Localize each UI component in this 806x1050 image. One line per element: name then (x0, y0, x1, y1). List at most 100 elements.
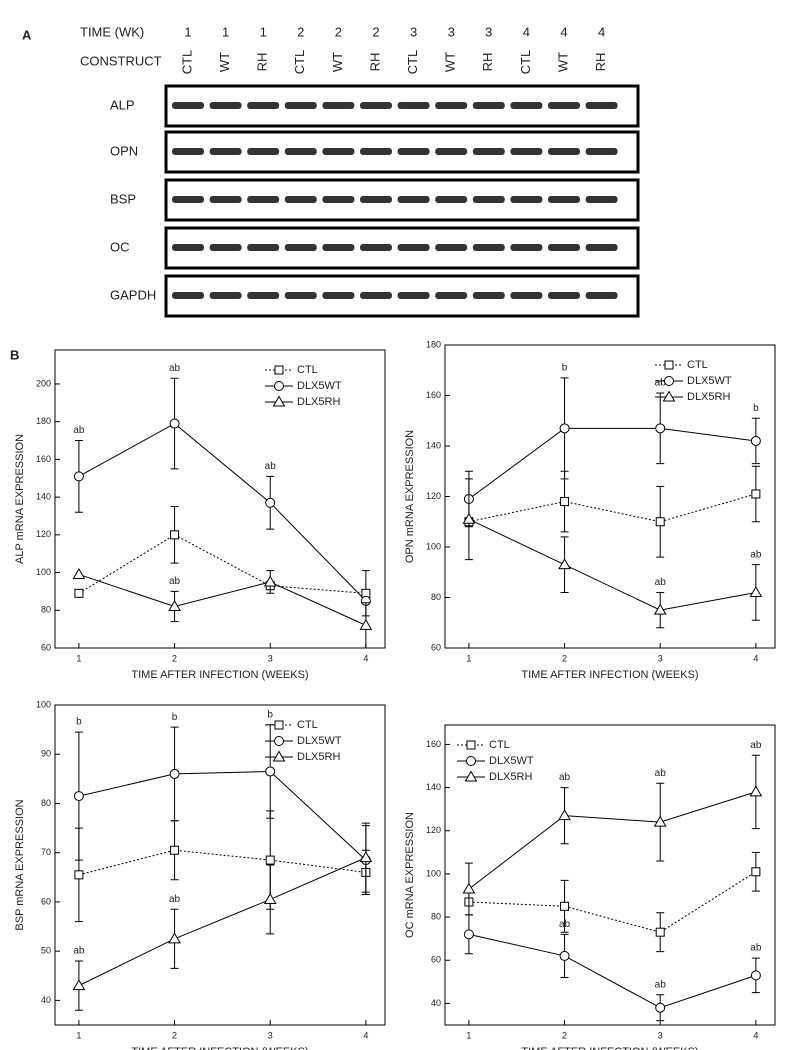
blot-band (397, 102, 430, 109)
y-tick-label: 120 (426, 825, 441, 835)
legend-marker (272, 395, 286, 407)
y-axis-label: OC mRNA EXPRESSION (404, 812, 416, 938)
series-line (78, 422, 367, 602)
blot-band (435, 292, 468, 299)
legend-marker (466, 756, 476, 766)
y-tick-label: 160 (426, 390, 441, 400)
legend-label: DLX5RH (489, 771, 532, 783)
construct-value: RH (480, 53, 495, 72)
legend-label: CTL (687, 359, 708, 371)
annotation: ab (169, 576, 181, 587)
y-tick-label: 80 (41, 605, 51, 615)
legend-label: DLX5WT (297, 380, 342, 392)
blot-band (510, 244, 543, 251)
blot-band (397, 148, 430, 155)
annotation: b (753, 403, 759, 414)
marker (655, 1002, 666, 1013)
legend-label: CTL (297, 364, 318, 376)
marker (558, 809, 571, 821)
blot-band (510, 292, 543, 299)
y-tick-label: 180 (36, 416, 51, 426)
annotation: ab (73, 425, 85, 436)
marker (359, 851, 373, 863)
y-tick-label: 120 (36, 529, 51, 539)
blot-band (209, 148, 242, 155)
marker (73, 791, 84, 802)
blot-band (209, 102, 242, 109)
construct-value: WT (330, 52, 345, 72)
legend-marker (664, 360, 674, 370)
blot-band (284, 244, 317, 251)
marker (74, 870, 84, 880)
marker (168, 600, 181, 612)
time-value: 1 (260, 24, 267, 39)
blot-band (435, 244, 468, 251)
marker (751, 489, 761, 499)
marker (559, 423, 570, 434)
legend-marker (274, 365, 284, 375)
marker (170, 845, 180, 855)
blot-band (172, 292, 204, 299)
marker (74, 588, 84, 598)
marker (169, 418, 180, 429)
blot-band (397, 292, 430, 299)
y-tick-label: 160 (426, 739, 441, 749)
annotation: ab (169, 363, 181, 374)
blot-band (472, 244, 505, 251)
blot-band (472, 148, 505, 155)
marker (653, 603, 667, 615)
y-tick-label: 80 (41, 798, 51, 808)
legend-label: DLX5RH (297, 396, 340, 408)
x-tick-label: 2 (562, 1030, 567, 1040)
y-tick-label: 90 (41, 749, 51, 759)
blot-band (247, 148, 280, 155)
blot-band (172, 148, 204, 155)
series-line (468, 427, 756, 500)
x-tick-label: 2 (172, 653, 177, 663)
y-tick-label: 100 (36, 699, 51, 709)
blot-band (585, 196, 618, 203)
marker (168, 932, 181, 944)
blot-band (510, 148, 543, 155)
y-tick-label: 60 (431, 642, 441, 652)
marker (265, 855, 275, 865)
plot-frame (54, 704, 386, 1026)
blot-band (548, 292, 580, 299)
annotation: ab (265, 461, 277, 472)
legend-label: DLX5WT (297, 735, 342, 747)
x-tick-label: 1 (76, 653, 81, 663)
x-tick-label: 4 (753, 653, 758, 663)
blot-band (548, 244, 580, 251)
annotation: ab (169, 894, 181, 905)
x-axis-label: TIME AFTER INFECTION (WEEKS) (521, 669, 698, 681)
blot-band (435, 196, 468, 203)
gene-label: ALP (110, 97, 135, 112)
marker (558, 558, 571, 570)
marker (463, 929, 474, 940)
y-tick-label: 120 (426, 491, 441, 501)
legend-marker (662, 390, 676, 402)
y-tick-label: 140 (426, 440, 441, 450)
legend-label: CTL (297, 719, 318, 731)
annotation: b (562, 362, 568, 373)
blot-band (322, 102, 355, 109)
construct-value: RH (255, 53, 270, 72)
legend-label: DLX5RH (297, 751, 340, 763)
marker (169, 768, 180, 779)
time-label: TIME (WK) (80, 24, 144, 39)
x-tick-label: 4 (363, 1030, 368, 1040)
time-value: 3 (410, 24, 417, 39)
gene-label: OC (110, 239, 130, 254)
blot-band (548, 196, 580, 203)
annotation: ab (750, 549, 762, 560)
series-line (468, 493, 757, 523)
annotation: b (172, 712, 178, 723)
series-line (78, 857, 367, 987)
marker (559, 950, 570, 961)
x-tick-label: 4 (363, 653, 368, 663)
blot-band (247, 244, 280, 251)
time-value: 4 (523, 24, 530, 39)
marker (655, 423, 666, 434)
marker (560, 497, 570, 507)
